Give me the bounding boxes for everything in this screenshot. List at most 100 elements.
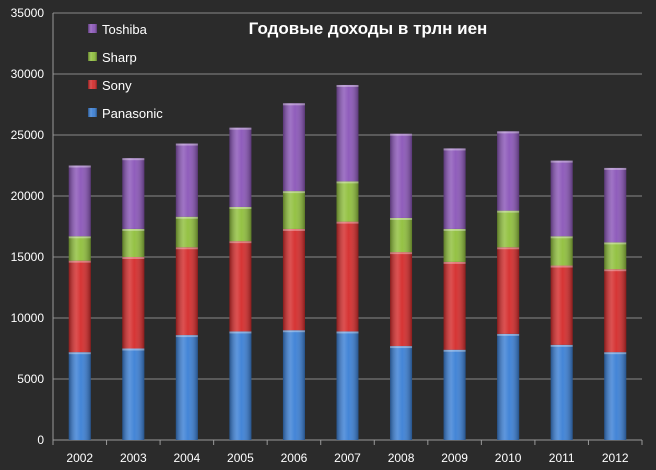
bar-segment-sharp xyxy=(68,236,91,261)
bar-shading xyxy=(68,236,91,261)
bar-segment-panasonic xyxy=(175,335,198,440)
bar-highlight xyxy=(390,133,413,136)
x-tick-label: 2012 xyxy=(602,451,629,465)
bar-highlight xyxy=(122,348,145,351)
x-tick-label: 2005 xyxy=(227,451,254,465)
bar-highlight xyxy=(175,143,198,146)
bar-segment-sharp xyxy=(229,206,252,242)
bar-highlight xyxy=(497,131,520,134)
bar-segment-sony xyxy=(497,247,520,334)
bar-shading xyxy=(122,257,145,349)
legend-swatch-shading xyxy=(88,24,97,33)
bar-highlight xyxy=(175,335,198,338)
bar-highlight xyxy=(336,221,359,224)
bar-highlight xyxy=(68,165,91,168)
bar-highlight xyxy=(336,181,359,184)
bar-highlight xyxy=(282,103,305,106)
bar-highlight xyxy=(336,331,359,334)
bar-shading xyxy=(336,181,359,222)
bar-highlight xyxy=(122,228,145,231)
bar-highlight xyxy=(175,247,198,250)
x-tick-label: 2006 xyxy=(281,451,308,465)
bar-segment-panasonic xyxy=(68,352,91,440)
bar-shading xyxy=(282,103,305,192)
bar-highlight xyxy=(497,210,520,213)
bar-highlight xyxy=(282,330,305,333)
bar-highlight xyxy=(390,217,413,220)
bar-highlight xyxy=(604,352,627,355)
x-tick-label: 2009 xyxy=(441,451,468,465)
x-tick-label: 2002 xyxy=(66,451,93,465)
y-tick-label: 0 xyxy=(37,433,44,447)
x-tick-label: 2003 xyxy=(120,451,147,465)
chart-title: Годовые доходы в трлн иен xyxy=(249,19,488,38)
bar-highlight xyxy=(604,269,627,272)
bar-segment-sharp xyxy=(122,228,145,257)
bar-shading xyxy=(336,331,359,440)
bar-highlight xyxy=(443,349,466,352)
bar-shading xyxy=(497,333,520,440)
bar-segment-panasonic xyxy=(336,331,359,440)
bar-segment-toshiba xyxy=(68,165,91,237)
bar-shading xyxy=(122,228,145,257)
bar-segment-sony xyxy=(390,252,413,347)
legend-item-toshiba: Toshiba xyxy=(88,22,148,37)
bar-shading xyxy=(68,352,91,440)
bar-segment-toshiba xyxy=(175,143,198,217)
bar-shading xyxy=(550,344,573,440)
bar-highlight xyxy=(68,352,91,355)
y-tick-label: 30000 xyxy=(11,67,45,81)
bar-segment-toshiba xyxy=(229,127,252,207)
bar-shading xyxy=(68,260,91,353)
bar-segment-sharp xyxy=(497,210,520,248)
bar-shading xyxy=(282,228,305,331)
bar-segment-sharp xyxy=(443,228,466,262)
bar-shading xyxy=(443,349,466,440)
bar-segment-panasonic xyxy=(122,348,145,440)
bar-segment-toshiba xyxy=(443,148,466,229)
bar-highlight xyxy=(497,247,520,250)
bar-segment-toshiba xyxy=(282,103,305,192)
bar-highlight xyxy=(229,241,252,244)
y-tick-label: 20000 xyxy=(11,189,45,203)
bar-shading xyxy=(497,131,520,211)
bar-highlight xyxy=(175,216,198,219)
bar-highlight xyxy=(68,236,91,239)
legend-swatch-shading xyxy=(88,108,97,117)
bar-highlight xyxy=(390,346,413,349)
bar-segment-toshiba xyxy=(497,131,520,211)
bar-shading xyxy=(443,228,466,262)
bar-segment-toshiba xyxy=(550,160,573,237)
bar-segment-toshiba xyxy=(604,167,627,243)
y-tick-label: 25000 xyxy=(11,128,45,142)
bar-segment-sony xyxy=(604,269,627,353)
bar-highlight xyxy=(229,127,252,130)
bar-segment-toshiba xyxy=(336,84,359,182)
bar-highlight xyxy=(229,206,252,209)
bar-highlight xyxy=(443,261,466,264)
legend-label: Sony xyxy=(102,78,132,93)
bar-shading xyxy=(497,210,520,248)
bar-segment-toshiba xyxy=(390,133,413,218)
bar-shading xyxy=(229,331,252,440)
bar-highlight xyxy=(336,84,359,87)
bars xyxy=(68,84,627,440)
x-tick-label: 2004 xyxy=(174,451,201,465)
y-tick-label: 35000 xyxy=(11,6,45,20)
bar-segment-panasonic xyxy=(229,331,252,440)
bar-shading xyxy=(336,84,359,182)
bar-highlight xyxy=(122,158,145,161)
bar-shading xyxy=(229,127,252,207)
bar-segment-sony xyxy=(68,260,91,353)
bar-segment-panasonic xyxy=(390,346,413,440)
bar-shading xyxy=(604,167,627,243)
bar-highlight xyxy=(550,265,573,268)
bar-shading xyxy=(390,252,413,347)
y-tick-label: 5000 xyxy=(17,372,44,386)
bar-highlight xyxy=(282,191,305,194)
bar-shading xyxy=(282,330,305,440)
bar-segment-sharp xyxy=(175,216,198,248)
axes: 0 5000 10000 15000 20000 25000 30000 35000 2002 2… xyxy=(11,6,643,465)
